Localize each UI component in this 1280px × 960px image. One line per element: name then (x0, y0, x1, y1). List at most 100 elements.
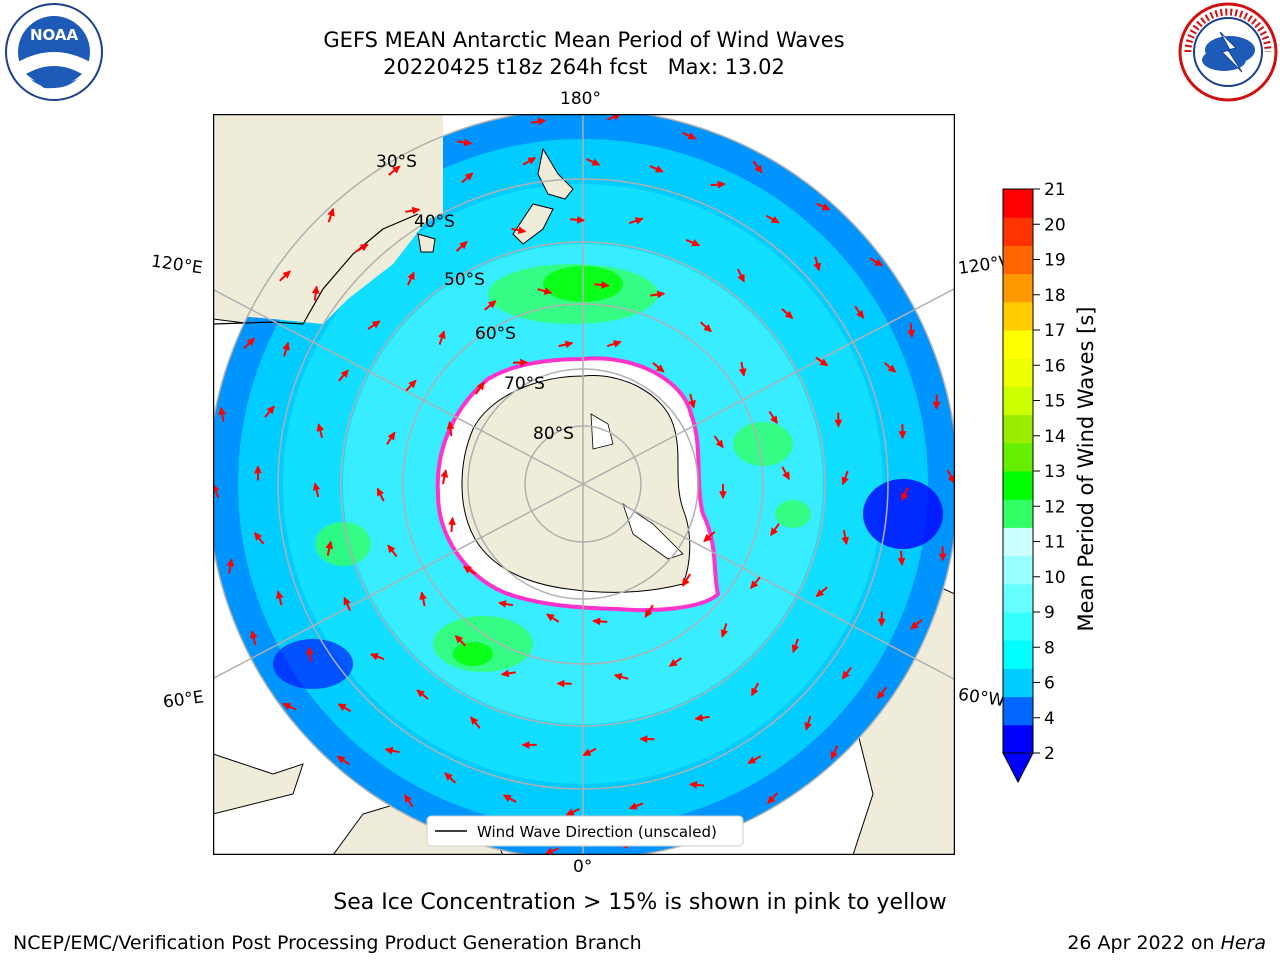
colorbar-segment (1003, 442, 1033, 472)
wind-arrow-head (841, 476, 849, 486)
lon-label-60e: 60°E (161, 687, 206, 713)
wind-arrow-head (687, 132, 697, 140)
lon-label-120e: 120°E (149, 251, 204, 279)
wind-arrow-head (694, 714, 703, 722)
footer-date-text: 26 Apr 2022 on (1067, 932, 1221, 954)
wind-arrow-head (470, 716, 479, 725)
wind-arrow-head (213, 483, 220, 493)
colorbar-segment (1003, 640, 1033, 669)
wind-arrow-head (628, 802, 638, 810)
wind-arrow-head (316, 423, 324, 432)
colorbar-tick-label: 9 (1044, 603, 1055, 623)
wind-arrow-head (371, 320, 381, 329)
wind-arrow-head (770, 215, 780, 224)
wind-arrow-head (311, 285, 320, 294)
colorbar-label: Mean Period of Wind Waves [s] (1074, 306, 1098, 632)
wind-arrow-head (874, 258, 884, 266)
wind-arrow-head (411, 206, 421, 215)
wind-arrow-head (249, 630, 258, 639)
colorbar-segment (1003, 273, 1033, 303)
wind-arrow-head (520, 358, 529, 367)
wind-arrow-head (715, 439, 724, 449)
colorbar-segments (1003, 189, 1033, 754)
wind-arrow-head (877, 618, 886, 627)
wind-arrow-head (340, 369, 349, 378)
wind-arrow-head (306, 646, 314, 655)
wind-arrow-head (737, 273, 745, 283)
wind-arrow-head (438, 330, 446, 340)
noaa-logo: NOAA (5, 3, 103, 101)
wind-arrow-head (639, 735, 648, 743)
wind-arrow-head (459, 240, 468, 250)
colorbar-tick-label: 13 (1044, 462, 1066, 482)
colorbar-tick-label: 17 (1044, 321, 1066, 341)
colorbar-segment (1003, 724, 1033, 754)
wind-arrow-head (691, 239, 701, 247)
wind-arrow-head (521, 741, 530, 749)
wind-arrow-head (813, 262, 821, 272)
colorbar-segment (1003, 386, 1033, 416)
wind-arrow-head (841, 670, 850, 680)
wind-arrow-head (392, 165, 401, 174)
wind-arrow-head (717, 180, 726, 189)
colorbar-tick-label: 15 (1044, 392, 1066, 412)
colorbar-segment (1003, 330, 1033, 359)
colorbar-segment (1003, 668, 1033, 698)
colorbar-segment (1003, 612, 1033, 641)
colorbar-tick-label: 10 (1044, 568, 1066, 588)
wind-arrow-head (654, 165, 664, 173)
wind-arrow-head (565, 808, 575, 816)
wind-arrow-head (463, 138, 473, 147)
wind-arrow-head (856, 310, 864, 319)
wind-arrow-head (747, 756, 757, 764)
wind-arrow-head (719, 491, 727, 500)
footer-host: Hera (1220, 932, 1266, 954)
wind-arrow-head (282, 703, 292, 711)
footer-date: 26 Apr 2022 on Hera (1067, 932, 1266, 954)
wind-arrow-head (738, 368, 747, 377)
wind-arrow-head (487, 300, 497, 309)
wind-arrow-head (821, 203, 831, 211)
lon-label-0: 0° (573, 857, 593, 877)
colorbar-tick-label: 12 (1044, 497, 1066, 517)
wind-arrow-head (336, 755, 346, 764)
wind-arrow-head (688, 400, 696, 409)
lat-label-30s: 30°S (376, 152, 417, 172)
wind-arrow-head (517, 226, 527, 234)
wind-arrow-head (932, 401, 941, 410)
wind-arrow-head (454, 634, 464, 644)
wind-arrow-head (464, 172, 474, 181)
legend-label: Wind Wave Direction (unscaled) (477, 823, 717, 841)
caption: Sea Ice Concentration > 15% is shown in … (333, 890, 947, 915)
land-inside (213, 114, 574, 325)
wind-arrow-head (327, 207, 335, 217)
wind-arrow-head (476, 381, 485, 391)
footer-org: NCEP/EMC/Verification Post Processing Pr… (13, 932, 642, 954)
wind-arrow-head (545, 613, 555, 622)
wind-arrow-head (784, 310, 794, 319)
wind-arrow-head (376, 487, 384, 497)
wind-arrow-head (612, 114, 621, 121)
lat-label-50s: 50°S (444, 270, 485, 290)
colorbar-tick-label: 16 (1044, 356, 1066, 376)
lat-label-70s: 70°S (504, 374, 545, 394)
wind-arrow-head (282, 270, 291, 279)
wind-arrow-head (910, 621, 919, 630)
wind-arrow-head (218, 406, 226, 416)
wind-arrow-head (791, 644, 800, 654)
wind-arrow-head (754, 164, 763, 174)
lon-label-180: 180° (560, 89, 601, 109)
wind-arrow-head (682, 577, 690, 587)
wind-arrow-head (830, 750, 838, 760)
colorbar-tick-label: 6 (1044, 674, 1055, 694)
wind-arrow-head (901, 492, 909, 502)
colorbar-tick-label: 19 (1044, 251, 1066, 271)
wind-arrow-head (841, 536, 849, 546)
wind-arrow-head (815, 589, 825, 598)
colorbar-segment (1003, 245, 1033, 275)
nws-logo (1178, 2, 1278, 102)
colorbar-segment (1003, 555, 1033, 585)
wind-arrow-head (750, 580, 759, 589)
wind-arrow-head (582, 748, 592, 756)
wind-arrow-head (343, 596, 351, 606)
